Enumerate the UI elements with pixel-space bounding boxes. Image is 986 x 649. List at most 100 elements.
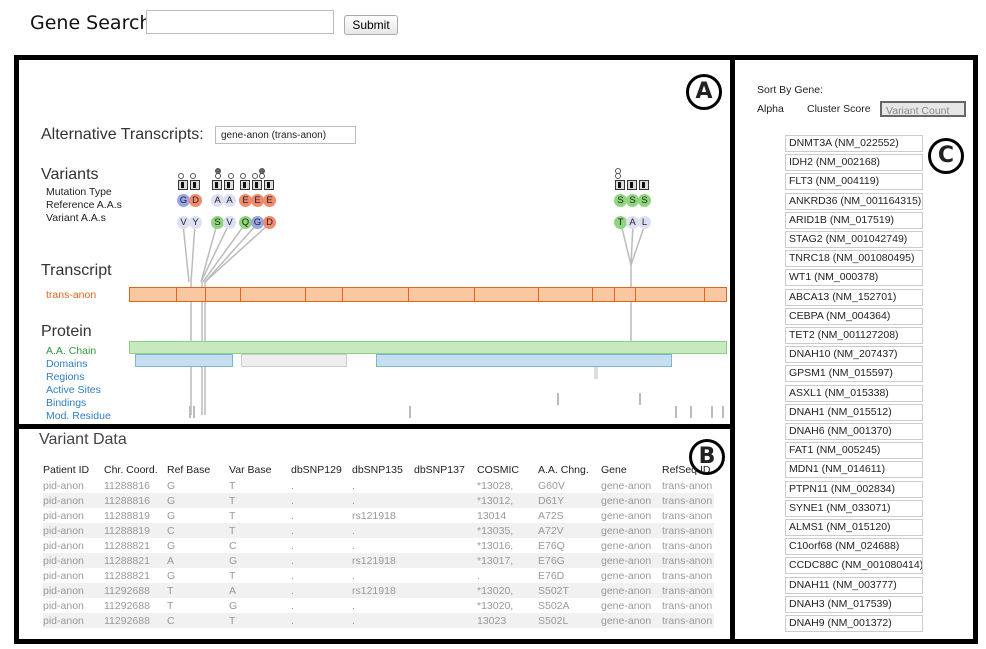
domain-bar[interactable]: [376, 354, 672, 367]
table-cell: rs121918: [352, 509, 396, 522]
domain-bar[interactable]: [241, 354, 347, 367]
column-header[interactable]: A.A. Chng.: [538, 463, 589, 476]
gene-list-item[interactable]: SYNE1 (NM_033071): [785, 499, 923, 517]
column-header[interactable]: dbSNP137: [414, 463, 465, 476]
variant-aa[interactable]: V: [223, 216, 236, 229]
column-header[interactable]: COSMIC: [477, 463, 519, 476]
gene-list-item[interactable]: DNAH6 (NM_001370): [785, 423, 923, 440]
gene-list-item[interactable]: ARID1B (NM_017519): [785, 211, 923, 229]
aa-chain-bar[interactable]: [129, 341, 727, 354]
reference-aa[interactable]: S: [638, 194, 651, 207]
mutation-type-icon[interactable]: [240, 180, 250, 190]
variant-aa[interactable]: G: [251, 216, 264, 229]
table-cell: 11288821: [104, 539, 150, 552]
reference-aa[interactable]: E: [251, 194, 264, 207]
gene-list-item[interactable]: DNAH11 (NM_003777): [785, 576, 923, 594]
gene-list-item[interactable]: C10orf68 (NM_024688): [785, 538, 923, 556]
variant-aa[interactable]: Q: [239, 216, 252, 229]
transcript-exon-bar[interactable]: [129, 287, 727, 302]
column-header[interactable]: Gene: [601, 463, 627, 476]
mutation-type-icon[interactable]: [639, 180, 649, 190]
table-row[interactable]: pid-anon 11292688 T A. rs121918 *13020, S502T g…: [43, 583, 714, 598]
sort-variant-count-button[interactable]: Variant Count: [880, 101, 966, 117]
gene-list-item[interactable]: FAT1 (NM_005245): [785, 442, 923, 460]
reference-aa[interactable]: E: [239, 194, 252, 207]
mutation-type-icon[interactable]: [224, 180, 234, 190]
mutation-type-icon[interactable]: [178, 180, 188, 190]
gene-list-item[interactable]: DNAH3 (NM_017539): [785, 595, 923, 613]
column-header[interactable]: Var Base: [229, 463, 272, 476]
table-row[interactable]: pid-anon 11288821 G C.. *13016, E76Q gene-anon…: [43, 538, 714, 553]
table-cell: A: [167, 553, 229, 568]
mutation-type-icon[interactable]: [615, 180, 625, 190]
mutation-type-icon[interactable]: [190, 180, 200, 190]
domain-bar[interactable]: [135, 354, 233, 367]
gene-search-input[interactable]: [146, 10, 334, 34]
gene-list-item[interactable]: ASXL1 (NM_015338): [785, 384, 923, 402]
gene-list-item[interactable]: DNAH9 (NM_001372): [785, 615, 923, 632]
reference-aa[interactable]: S: [626, 194, 639, 207]
table-cell: *13028,: [477, 479, 514, 492]
mutation-type-icon[interactable]: [627, 180, 637, 190]
table-row[interactable]: pid-anon 11288819 C T.. *13035, A72V gene-anon…: [43, 523, 714, 538]
table-cell: .: [291, 523, 352, 538]
column-header[interactable]: RefSeq ID: [662, 463, 711, 476]
column-header[interactable]: Ref Base: [167, 463, 211, 476]
gene-list-item[interactable]: DNMT3A (NM_022552): [785, 135, 923, 152]
variant-aa[interactable]: T: [614, 216, 627, 229]
gene-list-item[interactable]: WT1 (NM_000378): [785, 269, 923, 287]
gene-list-item[interactable]: STAG2 (NM_001042749): [785, 231, 923, 248]
variant-aa[interactable]: L: [638, 216, 651, 229]
variant-aa[interactable]: D: [263, 216, 276, 229]
sort-alpha-button[interactable]: Alpha: [757, 103, 784, 115]
table-cell: .: [291, 493, 352, 508]
table-row[interactable]: pid-anon 11288816 G T.. *13028, G60V gene-anon…: [43, 478, 714, 493]
reference-aa[interactable]: A: [223, 194, 236, 207]
submit-button[interactable]: Submit: [344, 15, 398, 35]
mutation-type-icon[interactable]: [264, 180, 274, 190]
gene-list-item[interactable]: ABCA13 (NM_152701): [785, 288, 923, 306]
variant-aa[interactable]: V: [177, 216, 190, 229]
alt-transcripts-select[interactable]: gene-anon (trans-anon): [215, 126, 356, 144]
gene-list-item[interactable]: MDN1 (NM_014611): [785, 461, 923, 479]
gene-list-item[interactable]: DNAH10 (NM_207437): [785, 346, 923, 364]
gene-list-item[interactable]: FLT3 (NM_004119): [785, 173, 923, 191]
variant-aa[interactable]: S: [211, 216, 224, 229]
table-cell: pid-anon: [43, 493, 104, 508]
reference-aa[interactable]: G: [177, 194, 190, 207]
gene-list-item[interactable]: ANKRD36 (NM_001164315): [785, 192, 923, 210]
reference-aa[interactable]: E: [263, 194, 276, 207]
table-row[interactable]: pid-anon 11288816 G T.. *13012, D61Y gene-anon…: [43, 493, 714, 508]
variant-aa[interactable]: A: [626, 216, 639, 229]
mutation-type-icon[interactable]: [252, 180, 262, 190]
column-header[interactable]: dbSNP129: [291, 463, 342, 476]
gene-list-item[interactable]: CEBPA (NM_004364): [785, 307, 923, 325]
table-row[interactable]: pid-anon 11288821 G T... E76D gene-anon trans-…: [43, 568, 714, 583]
gene-list-item[interactable]: TET2 (NM_001127208): [785, 327, 923, 344]
column-header[interactable]: Chr. Coord.: [104, 463, 158, 476]
column-header[interactable]: dbSNP135: [352, 463, 403, 476]
sort-cluster-score-button[interactable]: Cluster Score: [807, 103, 871, 115]
mutation-type-icon[interactable]: [212, 180, 222, 190]
variant-aa[interactable]: Y: [189, 216, 202, 229]
table-row[interactable]: pid-anon 11292688 T G.. *13020, S502A gene-ano…: [43, 598, 714, 613]
gene-list-item[interactable]: PTPN11 (NM_002834): [785, 480, 923, 498]
gene-list-item[interactable]: CCDC88C (NM_001080414): [785, 557, 923, 575]
table-cell: A72S: [538, 509, 564, 522]
table-cell: S502A: [538, 599, 570, 612]
gene-list-item[interactable]: TNRC18 (NM_001080495): [785, 250, 923, 268]
reference-aa[interactable]: S: [614, 194, 627, 207]
table-row[interactable]: pid-anon 11288819 G T. rs121918 13014 A72S gene…: [43, 508, 714, 523]
gene-list-item[interactable]: GPSM1 (NM_015597): [785, 365, 923, 383]
column-header[interactable]: Patient ID: [43, 463, 90, 476]
table-cell: rs121918: [352, 583, 414, 598]
gene-list-item[interactable]: DNAH1 (NM_015512): [785, 403, 923, 421]
table-row[interactable]: pid-anon 11292688 C T.. 13023 S502L gene-anon t…: [43, 613, 714, 628]
gene-list-item[interactable]: ALMS1 (NM_015120): [785, 519, 923, 536]
mutation-count-circle: [178, 173, 184, 179]
table-cell: pid-anon: [43, 539, 84, 552]
reference-aa[interactable]: A: [211, 194, 224, 207]
gene-list-item[interactable]: IDH2 (NM_002168): [785, 154, 923, 172]
reference-aa[interactable]: D: [189, 194, 202, 207]
table-row[interactable]: pid-anon 11288821 A G. rs121918 *13017, E76G ge…: [43, 553, 714, 568]
